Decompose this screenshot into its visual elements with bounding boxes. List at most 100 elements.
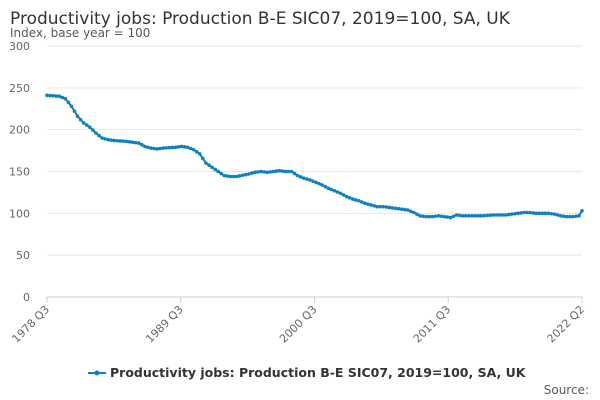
data-point[interactable] bbox=[167, 145, 172, 150]
data-point[interactable] bbox=[433, 214, 438, 219]
data-point[interactable] bbox=[405, 208, 410, 212]
data-point[interactable] bbox=[540, 211, 545, 216]
data-point[interactable] bbox=[574, 214, 578, 219]
data-point[interactable] bbox=[317, 181, 321, 186]
data-point[interactable] bbox=[558, 214, 563, 218]
data-point[interactable] bbox=[555, 213, 560, 217]
legend[interactable]: Productivity jobs: Production B-E SIC07,… bbox=[88, 365, 527, 380]
data-point[interactable] bbox=[292, 171, 297, 176]
data-point[interactable] bbox=[158, 146, 162, 151]
data-point[interactable] bbox=[289, 169, 294, 174]
data-point[interactable] bbox=[439, 214, 444, 219]
data-point[interactable] bbox=[522, 210, 526, 215]
data-point[interactable] bbox=[546, 211, 551, 216]
data-point[interactable] bbox=[228, 174, 233, 179]
data-point[interactable] bbox=[72, 109, 77, 114]
data-point[interactable] bbox=[69, 104, 74, 109]
data-point[interactable] bbox=[179, 144, 184, 149]
data-point[interactable] bbox=[430, 214, 435, 219]
data-point[interactable] bbox=[424, 214, 428, 219]
data-point[interactable] bbox=[78, 117, 83, 122]
data-point[interactable] bbox=[442, 214, 447, 219]
data-point[interactable] bbox=[243, 172, 248, 177]
data-point[interactable] bbox=[155, 147, 159, 151]
data-point[interactable] bbox=[500, 213, 505, 217]
data-point[interactable] bbox=[146, 145, 150, 150]
data-point[interactable] bbox=[262, 170, 266, 174]
data-point[interactable] bbox=[210, 165, 214, 170]
data-point[interactable] bbox=[381, 204, 386, 209]
data-point[interactable] bbox=[409, 209, 413, 214]
data-point[interactable] bbox=[488, 213, 493, 218]
data-point[interactable] bbox=[225, 174, 230, 178]
data-point[interactable] bbox=[75, 114, 80, 119]
data-point[interactable] bbox=[274, 169, 279, 173]
data-point[interactable] bbox=[133, 140, 138, 145]
data-point[interactable] bbox=[561, 214, 566, 219]
data-point[interactable] bbox=[63, 96, 68, 101]
data-point[interactable] bbox=[390, 206, 395, 210]
data-point[interactable] bbox=[399, 207, 404, 211]
data-point[interactable] bbox=[81, 121, 86, 125]
data-point[interactable] bbox=[577, 214, 581, 218]
data-point[interactable] bbox=[470, 214, 474, 218]
data-point[interactable] bbox=[234, 174, 239, 179]
data-point[interactable] bbox=[329, 187, 334, 192]
data-point[interactable] bbox=[580, 209, 584, 213]
data-point[interactable] bbox=[512, 211, 517, 216]
data-point[interactable] bbox=[357, 198, 361, 203]
data-point[interactable] bbox=[436, 214, 441, 218]
data-point[interactable] bbox=[271, 169, 276, 174]
data-point[interactable] bbox=[564, 214, 569, 219]
data-point[interactable] bbox=[283, 169, 288, 174]
data-point[interactable] bbox=[308, 178, 312, 182]
data-point[interactable] bbox=[57, 94, 62, 98]
data-point[interactable] bbox=[176, 145, 181, 149]
data-point[interactable] bbox=[314, 180, 318, 185]
data-point[interactable] bbox=[66, 100, 71, 105]
data-point[interactable] bbox=[491, 213, 496, 217]
data-point[interactable] bbox=[402, 207, 407, 212]
data-point[interactable] bbox=[464, 214, 468, 218]
data-point[interactable] bbox=[353, 198, 358, 202]
data-point[interactable] bbox=[106, 137, 110, 142]
data-point[interactable] bbox=[109, 138, 113, 142]
data-point[interactable] bbox=[516, 211, 520, 216]
data-point[interactable] bbox=[537, 211, 541, 216]
data-point[interactable] bbox=[219, 171, 224, 176]
data-point[interactable] bbox=[302, 176, 306, 180]
data-point[interactable] bbox=[326, 186, 331, 191]
data-point[interactable] bbox=[531, 211, 535, 215]
data-point[interactable] bbox=[240, 173, 245, 178]
data-point[interactable] bbox=[421, 214, 425, 219]
data-point[interactable] bbox=[198, 152, 202, 156]
data-point[interactable] bbox=[231, 174, 236, 179]
data-point[interactable] bbox=[103, 137, 107, 141]
data-point[interactable] bbox=[127, 140, 132, 144]
data-point[interactable] bbox=[415, 212, 419, 216]
data-point[interactable] bbox=[246, 172, 251, 176]
data-point[interactable] bbox=[473, 214, 477, 218]
data-point[interactable] bbox=[118, 139, 123, 143]
data-point[interactable] bbox=[54, 94, 58, 98]
data-point[interactable] bbox=[369, 203, 373, 207]
data-point[interactable] bbox=[91, 128, 95, 132]
data-point[interactable] bbox=[265, 170, 269, 175]
data-point[interactable] bbox=[387, 205, 392, 210]
data-point[interactable] bbox=[552, 212, 557, 216]
data-point[interactable] bbox=[286, 169, 291, 174]
data-point[interactable] bbox=[305, 177, 309, 181]
data-point[interactable] bbox=[567, 214, 572, 219]
data-point[interactable] bbox=[201, 156, 205, 161]
data-point[interactable] bbox=[115, 138, 120, 143]
data-point[interactable] bbox=[121, 139, 126, 143]
data-point[interactable] bbox=[48, 93, 52, 98]
data-point[interactable] bbox=[427, 214, 431, 219]
data-point[interactable] bbox=[525, 210, 529, 215]
data-point[interactable] bbox=[149, 146, 153, 150]
data-point[interactable] bbox=[396, 206, 401, 211]
data-point[interactable] bbox=[185, 145, 190, 150]
data-point[interactable] bbox=[350, 197, 355, 201]
data-point[interactable] bbox=[130, 140, 135, 145]
data-point[interactable] bbox=[204, 161, 208, 165]
